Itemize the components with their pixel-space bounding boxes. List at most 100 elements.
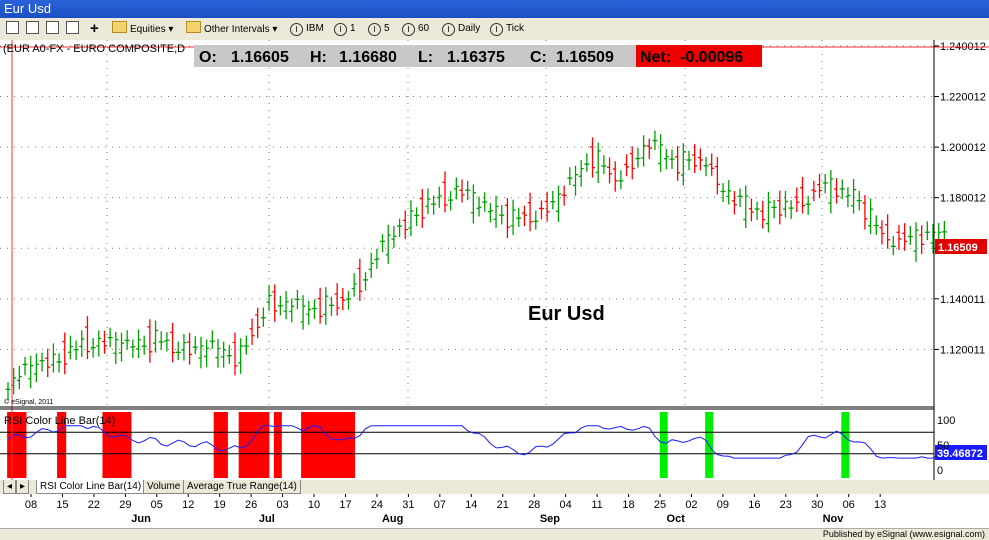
price-bar — [868, 198, 874, 235]
rsi-overbought-zone — [102, 412, 132, 478]
price-bar — [510, 199, 516, 235]
price-bar — [28, 355, 34, 389]
price-bar — [317, 287, 323, 324]
grid-icon[interactable] — [46, 21, 59, 37]
date-tick-label: 21 — [497, 499, 509, 511]
edit-icon[interactable] — [66, 21, 79, 37]
interval-60-button[interactable]: I 60 — [402, 21, 429, 37]
price-bar — [902, 223, 908, 251]
price-bar — [590, 137, 596, 178]
date-tick-label: 19 — [214, 499, 226, 511]
price-tick-label: 1.180012 — [940, 193, 986, 205]
price-bar — [346, 290, 351, 310]
symbol-ibm-button[interactable]: I IBM — [290, 21, 324, 37]
price-bar — [357, 258, 363, 301]
price-bar — [79, 330, 85, 357]
folder-icon — [186, 21, 201, 33]
tab-volume[interactable]: Volume — [143, 480, 185, 494]
price-bar — [215, 338, 221, 368]
price-bar — [743, 185, 749, 229]
price-bar — [794, 187, 800, 213]
price-bar — [147, 319, 153, 363]
price-bar — [697, 148, 703, 171]
price-bar — [760, 200, 766, 229]
price-bar — [408, 200, 414, 237]
open-icon[interactable] — [6, 21, 19, 37]
price-bar — [856, 190, 862, 211]
date-tick-label: 06 — [843, 499, 855, 511]
equities-dropdown[interactable]: Equities ▾ — [112, 21, 173, 37]
price-bar — [726, 180, 732, 205]
price-bar — [45, 348, 51, 378]
price-bar — [635, 148, 641, 168]
price-bar — [283, 291, 289, 320]
price-bar — [130, 339, 136, 358]
last-price-tag-text: 1.16509 — [938, 242, 978, 254]
price-bar — [714, 157, 720, 195]
window-title: Eur Usd — [4, 1, 51, 16]
ohlc-open-value: 1.16605 — [231, 49, 289, 66]
tab-scroll-left[interactable]: ◂ — [3, 480, 17, 494]
date-tick-label: 29 — [119, 499, 131, 511]
date-tick-label: 05 — [151, 499, 163, 511]
date-tick-label: 31 — [402, 499, 414, 511]
rsi-overbought-zone — [273, 412, 282, 478]
price-bar — [601, 155, 607, 175]
date-tick-label: 04 — [560, 499, 572, 511]
price-bar — [834, 178, 840, 204]
price-bar — [351, 273, 357, 297]
price-bar — [862, 195, 868, 230]
price-bar — [584, 153, 590, 172]
rsi-level-100: 100 — [937, 415, 955, 427]
tab-rsi[interactable]: RSI Color Line Bar(14) — [36, 480, 146, 494]
price-bar — [652, 130, 658, 151]
interval-tick-button[interactable]: I Tick — [490, 21, 524, 37]
price-bar — [879, 220, 885, 245]
tab-scroll-right[interactable]: ▸ — [16, 480, 30, 494]
price-bar — [805, 195, 811, 215]
rsi-overbought-zone — [238, 412, 270, 478]
price-tick-label: 1.120011 — [940, 344, 985, 356]
price-bar — [913, 222, 919, 262]
price-bar — [153, 320, 159, 353]
price-bar — [873, 215, 879, 235]
price-bar — [544, 191, 550, 222]
price-bar — [754, 201, 760, 220]
price-bar — [851, 178, 857, 214]
ohlc-readout-bg — [194, 45, 636, 67]
other-intervals-dropdown[interactable]: Other Intervals ▾ — [186, 21, 277, 37]
date-tick-label: 09 — [717, 499, 729, 511]
folder-icon — [112, 21, 127, 33]
price-bar — [885, 214, 891, 249]
add-icon[interactable]: + — [90, 20, 99, 37]
price-bar — [482, 192, 488, 212]
interval-icon: I — [290, 23, 303, 36]
tab-atr[interactable]: Average True Range(14) — [183, 480, 301, 494]
copy-icon[interactable] — [26, 21, 39, 37]
price-bar — [397, 218, 403, 237]
price-bar — [890, 235, 896, 256]
date-tick-label: 30 — [811, 499, 823, 511]
price-bar — [924, 221, 930, 241]
last-price-tag — [935, 239, 987, 254]
price-bar — [811, 180, 817, 202]
price-bar — [533, 210, 539, 230]
price-bar — [448, 191, 454, 211]
price-bar — [765, 191, 771, 233]
interval-icon: I — [442, 23, 455, 36]
ohlc-close-value: 1.16509 — [556, 49, 614, 66]
ohlc-open-label: O: — [199, 49, 217, 66]
date-tick-label: 14 — [465, 499, 477, 511]
price-bar — [175, 341, 181, 361]
rsi-oversold-zone — [841, 412, 850, 478]
price-bar — [493, 195, 499, 228]
window-titlebar: Eur Usd — [0, 0, 989, 18]
price-bar — [612, 161, 618, 192]
price-bar — [703, 156, 709, 177]
interval-daily-button[interactable]: I Daily — [442, 21, 480, 37]
price-chart[interactable]: 1.2400121.2200121.2000121.1800121.160012… — [0, 40, 989, 480]
price-bar — [243, 335, 249, 355]
price-bar — [294, 289, 300, 310]
